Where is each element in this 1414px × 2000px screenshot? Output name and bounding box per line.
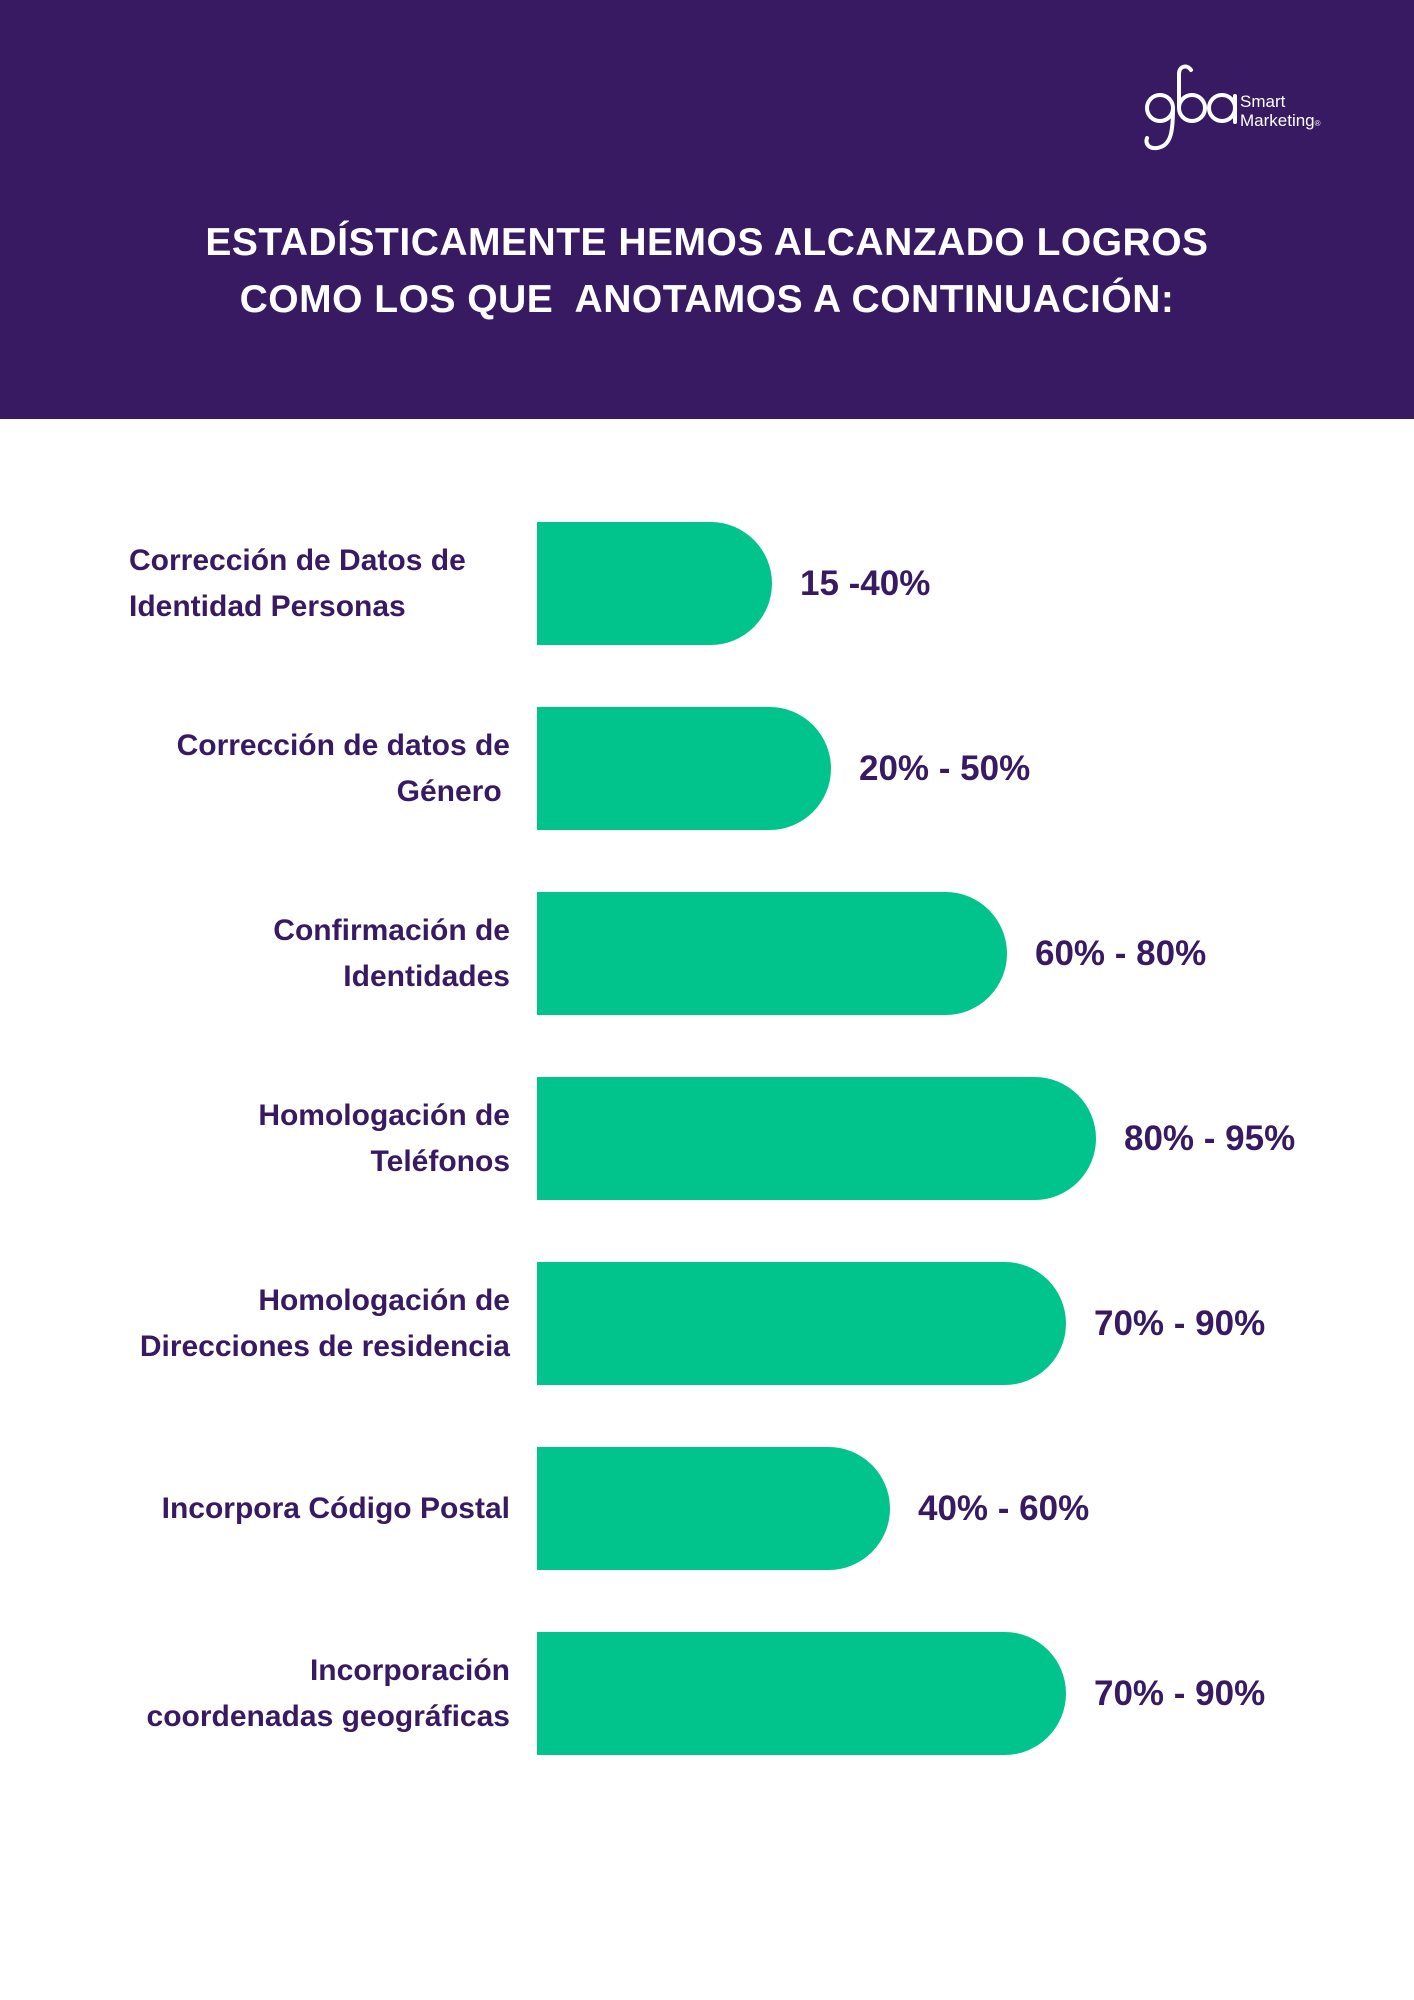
category-label-line: Identidades [343,959,510,993]
bar [537,1632,1066,1755]
header-banner: Smart Marketing® ESTADÍSTICAMENTE HEMOS … [0,0,1414,419]
bar [537,1262,1066,1385]
data-label: 70% - 90% [1094,1673,1266,1713]
logo-text: Smart Marketing® [1240,92,1321,133]
data-label: 15 -40% [800,563,931,603]
category-label-line: coordenadas geográficas [146,1699,510,1733]
logo-marketing-word: Marketing [1240,111,1315,130]
logo-line-smart: Smart [1240,92,1286,111]
category-label: Incorpora Código Postal [50,1447,510,1570]
category-label-line: Identidad Personas [129,589,406,623]
category-label-line: Direcciones de residencia [139,1329,510,1363]
title-line-2: COMO LOS QUE ANOTAMOS A CONTINUACIÓN: [239,278,1175,321]
category-label-line: Teléfonos [370,1144,510,1178]
bar [537,1447,890,1570]
category-label-line: Incorpora Código Postal [161,1491,510,1525]
category-label-line: Género [396,774,510,808]
bar [537,522,772,645]
category-label-line: Homologación de [258,1283,510,1317]
category-label: Confirmación de Identidades [50,892,510,1015]
page-title: ESTADÍSTICAMENTE HEMOS ALCANZADO LOGROS … [0,214,1414,328]
category-label-line: Corrección de Datos de [129,543,466,577]
range-bar-chart: Corrección de Datos de Identidad Personas… [0,419,1414,2000]
category-label: Homologación de Teléfonos [50,1077,510,1200]
title-line-1: ESTADÍSTICAMENTE HEMOS ALCANZADO LOGROS [205,221,1209,264]
category-label: Corrección de Datos de Identidad Personas [129,522,529,645]
data-label: 60% - 80% [1035,933,1207,973]
registered-mark: ® [1314,119,1321,128]
data-label: 80% - 95% [1124,1118,1296,1158]
category-label: Corrección de datos de Género [50,707,510,830]
category-label-line: Confirmación de [273,913,510,947]
bar [537,707,831,830]
logo-line-marketing: Marketing® [1240,111,1321,133]
gba-logo-mark-icon [1144,64,1237,151]
data-label: 40% - 60% [918,1488,1090,1528]
data-label: 20% - 50% [859,748,1031,788]
category-label: Incorporación coordenadas geográficas [50,1632,510,1755]
category-label: Homologación de Direcciones de residencia [50,1262,510,1385]
data-label: 70% - 90% [1094,1303,1266,1343]
category-label-line: Corrección de datos de [176,728,510,762]
bar [537,1077,1096,1200]
brand-logo: Smart Marketing® [1143,62,1343,162]
category-label-line: Homologación de [258,1098,510,1132]
category-label-line: Incorporación [309,1653,510,1687]
bar [537,892,1007,1015]
